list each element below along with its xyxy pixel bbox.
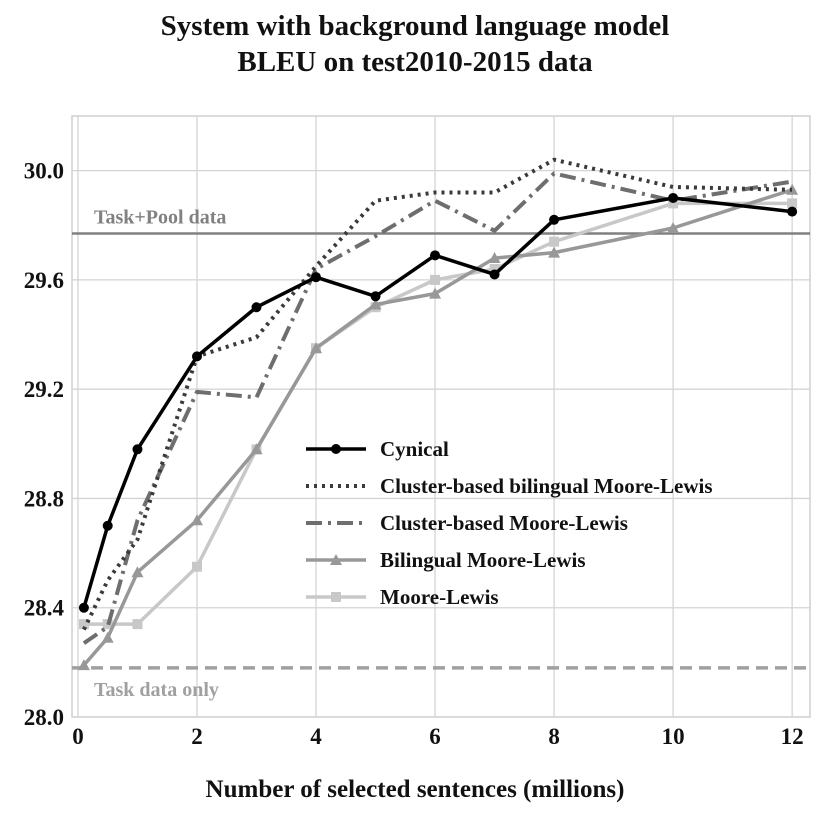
data-point [430, 274, 441, 285]
series-line [82, 157, 793, 631]
legend-label: Cluster-based bilingual Moore-Lewis [380, 474, 713, 498]
data-point [548, 246, 561, 258]
chart-title-line-1: System with background language model [160, 10, 670, 42]
reference-line-label: Task+Pool data [94, 206, 226, 228]
series-group [77, 157, 799, 671]
grid [71, 115, 811, 718]
legend: Cynical Cluster-based bilingual Moore-Lew… [306, 437, 713, 609]
data-point [787, 206, 798, 217]
data-point [787, 198, 798, 209]
data-point [132, 619, 143, 630]
data-point [131, 566, 144, 578]
y-tick-label: 29.2 [24, 377, 64, 402]
data-point [488, 252, 501, 264]
plot-area [71, 115, 811, 718]
data-point [786, 183, 799, 195]
data-point [251, 302, 262, 313]
y-tick-label: 30.0 [24, 159, 64, 184]
data-point [370, 291, 381, 302]
data-point [78, 619, 89, 630]
data-point [331, 592, 341, 602]
data-point [549, 236, 560, 247]
y-tick-label: 28.8 [24, 486, 64, 511]
y-tick-label: 28.0 [24, 705, 64, 730]
data-point [310, 342, 323, 354]
y-tick-label: 29.6 [24, 268, 64, 293]
data-point [191, 351, 202, 362]
legend-label: Moore-Lewis [380, 585, 499, 609]
data-point [369, 298, 382, 310]
chart-title-line-2: BLEU on test2010-2015 data [237, 46, 593, 78]
data-point [132, 444, 143, 455]
y-tick-label: 28.4 [24, 596, 65, 621]
data-point [429, 287, 442, 299]
x-tick-label: 2 [191, 724, 203, 749]
data-point [78, 602, 89, 613]
x-tick-label: 10 [662, 724, 685, 749]
x-tick-label: 0 [72, 724, 84, 749]
data-point [668, 198, 679, 209]
data-point [250, 443, 263, 455]
data-point [101, 631, 114, 643]
series-line [82, 196, 793, 609]
legend-label: Cynical [380, 437, 449, 461]
data-point [191, 561, 202, 572]
series-line [82, 188, 793, 667]
x-tick-label: 8 [548, 724, 560, 749]
data-point [330, 554, 342, 565]
data-point [102, 520, 113, 531]
x-tick-label: 12 [781, 724, 804, 749]
data-point [667, 222, 680, 234]
data-point [311, 272, 322, 283]
reference-lines: Task+Pool data Task data only [72, 206, 810, 701]
x-tick-label: 6 [429, 724, 441, 749]
reference-line-label: Task data only [94, 679, 219, 701]
x-axis-label: Number of selected sentences (millions) [205, 776, 625, 803]
data-point [668, 192, 679, 203]
x-tick-label: 4 [310, 724, 322, 749]
data-point [190, 514, 203, 526]
data-point [331, 444, 341, 454]
data-point [77, 659, 90, 671]
axes: 0 2 4 6 8 10 12 28.0 28.4 28.8 29.2 29.6 30.0 [24, 159, 804, 749]
legend-label: Cluster-based Moore-Lewis [380, 511, 628, 535]
data-point [489, 269, 500, 280]
data-point [489, 263, 500, 274]
legend-label: Bilingual Moore-Lewis [380, 548, 586, 572]
series-line [82, 171, 793, 645]
data-point [430, 250, 441, 261]
data-point [549, 214, 560, 225]
